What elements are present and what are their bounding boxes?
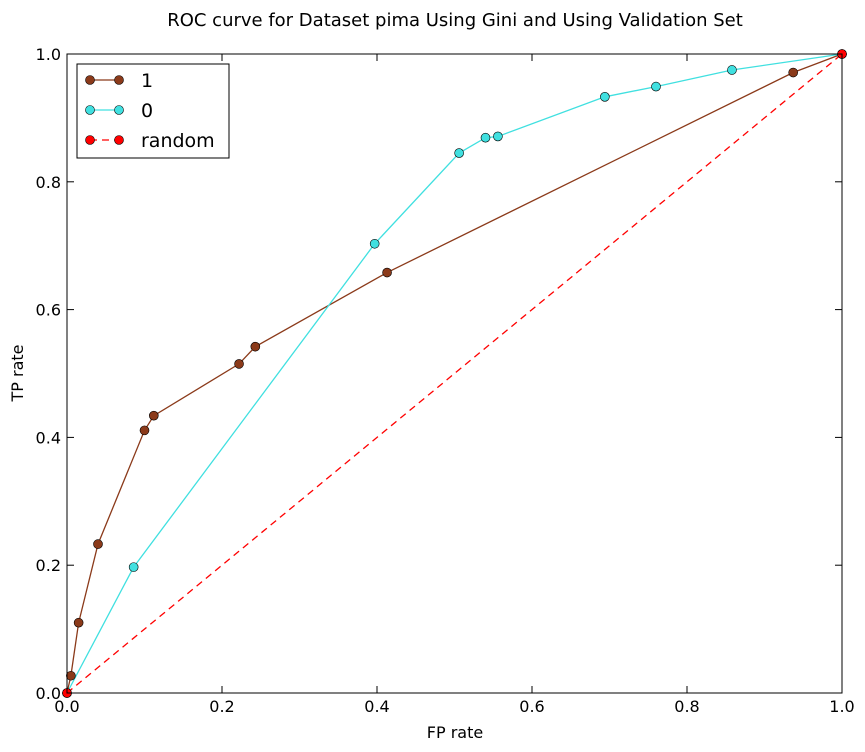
y-tick-label-0: 0.0 [36, 684, 61, 703]
legend: 1 0 random [76, 63, 230, 159]
legend-marker-end-random [114, 135, 124, 145]
data-point-1-5 [149, 410, 159, 421]
legend-label-1: 1 [141, 70, 153, 92]
plot-frame [66, 53, 843, 694]
legend-label-random: random [141, 130, 215, 152]
x-tick-label-4: 0.8 [674, 697, 699, 716]
x-tick-label-2: 0.4 [364, 697, 389, 716]
legend-label-0: 0 [141, 100, 153, 122]
series-line-0 [66, 53, 843, 694]
data-point-0-8 [727, 65, 737, 75]
x-tick-label-3: 0.6 [519, 697, 544, 716]
y-tick-label-5: 1.0 [36, 45, 61, 64]
data-point-0-4 [480, 132, 491, 143]
data-point-1-2 [73, 617, 84, 628]
data-point-1-6 [234, 359, 244, 369]
x-tick-label-5: 1.0 [829, 697, 854, 716]
data-point-0-5 [493, 131, 503, 142]
y-tick-label-4: 0.8 [36, 173, 61, 192]
chart-title: ROC curve for Dataset pima Using Gini an… [167, 10, 743, 31]
legend-marker-start-random [85, 135, 95, 145]
data-point-0-2 [369, 238, 380, 249]
y-tick-label-1: 0.2 [36, 556, 61, 575]
legend-marker-start-1 [85, 75, 95, 85]
y-tick-label-3: 0.6 [36, 301, 61, 320]
plot-area: 0.0 0.2 0.4 0.6 0.8 1.0 0.0 0.2 0.4 0.6 0.8 1.0 1 0 ra… [36, 45, 855, 716]
y-tick-label-2: 0.4 [36, 428, 61, 447]
data-point-0-7 [651, 81, 661, 92]
data-point-0-6 [600, 92, 610, 102]
data-point-1-7 [250, 341, 261, 352]
data-point-1-1 [66, 670, 76, 681]
data-point-1-4 [139, 425, 150, 436]
legend-marker-start-0 [85, 105, 95, 115]
x-tick-label-0: 0.0 [54, 697, 79, 716]
data-point-1-9 [788, 67, 798, 78]
legend-marker-end-0 [114, 105, 124, 115]
legend-marker-end-1 [114, 75, 124, 85]
x-tick-label-1: 0.2 [209, 697, 234, 716]
data-point-0-3 [454, 148, 464, 158]
data-point-1-3 [93, 539, 103, 549]
y-axis-label: TP rate [8, 344, 27, 402]
data-point-1-8 [382, 267, 392, 278]
data-point-0-1 [128, 562, 139, 572]
x-axis-label: FP rate [427, 723, 483, 742]
